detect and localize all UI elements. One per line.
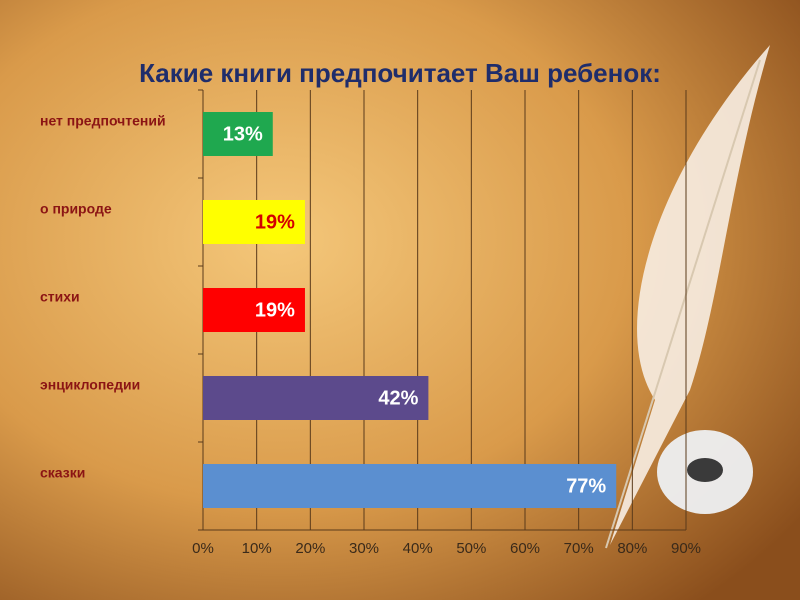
bar [203,288,305,332]
y-tick-label: о природе [40,201,112,217]
feather-decoration [605,45,770,549]
x-tick-label: 0% [192,540,214,557]
x-tick-label: 90% [671,540,701,557]
value-label: 13% [223,123,263,145]
value-label: 19% [255,211,295,233]
y-tick-label: сказки [40,465,85,481]
x-tick-label: 40% [403,540,433,557]
y-tick-label: стихи [40,289,80,305]
x-tick-label: 10% [242,540,272,557]
value-label: 19% [255,299,295,321]
x-tick-label: 30% [349,540,379,557]
bar [203,200,305,244]
value-label: 42% [378,387,418,409]
x-tick-label: 50% [456,540,486,557]
x-tick-label: 80% [617,540,647,557]
chart-title: Какие книги предпочитает Ваш ребенок: [139,58,661,88]
x-tick-label: 70% [564,540,594,557]
value-label: 77% [566,475,606,497]
bar [203,464,617,508]
y-tick-label: нет предпочтений [40,113,166,129]
x-tick-label: 60% [510,540,540,557]
y-tick-label: энциклопедии [40,377,140,393]
bar [203,376,429,420]
x-tick-label: 20% [295,540,325,557]
bar [203,112,273,156]
